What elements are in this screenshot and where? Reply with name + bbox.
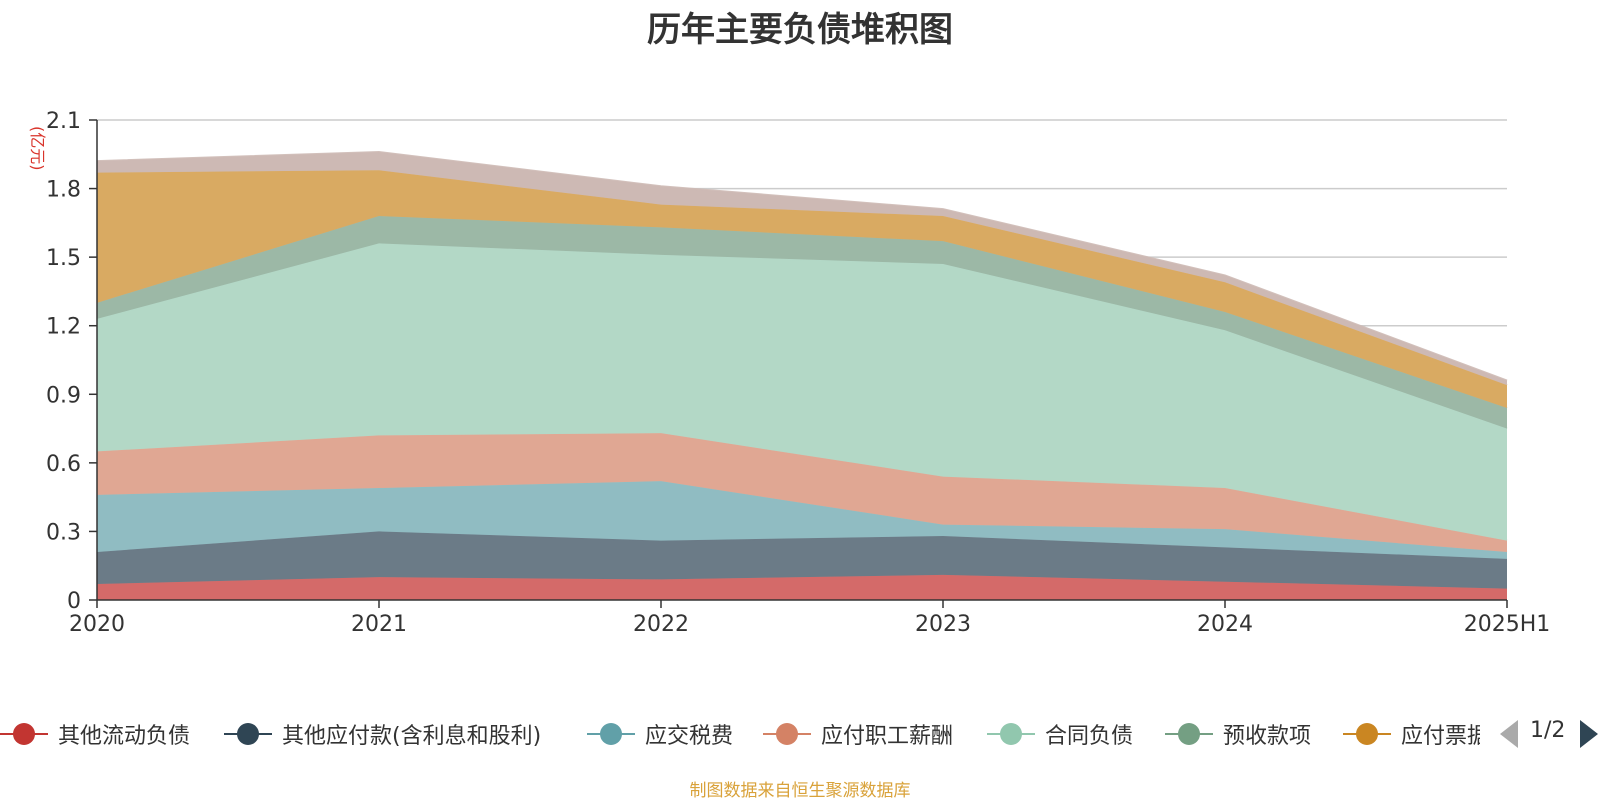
legend-label: 应交税费: [645, 724, 734, 749]
x-tick-label: 2021: [351, 612, 407, 637]
legend-swatch-icon: [587, 720, 635, 748]
legend-swatch-icon: [987, 720, 1035, 748]
legend-label: 预收款项: [1223, 724, 1312, 749]
legend: 其他流动负债 其他应付款(含利息和股利) 应交税费 应付职工薪酬 合同负债 预收款项 应付票…: [0, 716, 1480, 752]
legend-next-page-icon[interactable]: [1580, 720, 1598, 748]
area-series-6: [97, 216, 1507, 429]
chart-title: 历年主要负债堆积图: [647, 10, 953, 50]
legend-page-indicator: 1/2: [1530, 718, 1566, 743]
legend-prev-page-icon[interactable]: [1500, 720, 1518, 748]
chart-plot: 0 0.3 0.6 0.9 1.2 1.5 1.8 2.1 2020 2021 2022 2023 20…: [28, 109, 1551, 637]
legend-swatch-icon: [1343, 720, 1391, 748]
legend-item[interactable]: 应交税费: [587, 716, 733, 752]
legend-label: 应付票据: [1401, 724, 1480, 749]
area-series-7: [97, 170, 1507, 408]
legend-label: 应付职工薪酬: [821, 724, 954, 749]
x-tick-label: 2024: [1197, 612, 1253, 637]
area-series-3: [97, 481, 1507, 559]
y-tick-label: 1.2: [46, 315, 81, 340]
y-tick-label: 0.3: [46, 520, 81, 545]
x-tick-label: 2025H1: [1464, 612, 1551, 637]
y-tick-label: 1.8: [46, 178, 81, 203]
area-series-5: [97, 243, 1507, 541]
y-tick-label: 0.9: [46, 383, 81, 408]
legend-item[interactable]: 应付职工薪酬: [763, 716, 953, 752]
x-tick-label: 2023: [915, 612, 971, 637]
source-note: 制图数据来自恒生聚源数据库: [689, 781, 911, 801]
legend-item[interactable]: 其他流动负债: [0, 716, 190, 752]
y-axis-label: (亿元): [28, 126, 47, 171]
y-tick-label: 1.5: [46, 246, 81, 271]
legend-label: 其他流动负债: [58, 724, 191, 749]
legend-swatch-icon: [0, 720, 48, 748]
legend-swatch-icon: [763, 720, 811, 748]
area-series-4: [97, 433, 1507, 552]
x-tick-label: 2022: [633, 612, 689, 637]
y-tick-label: 0.6: [46, 452, 81, 477]
legend-label: 其他应付款(含利息和股利): [282, 724, 542, 749]
legend-swatch-icon: [1165, 720, 1213, 748]
legend-item[interactable]: 合同负债: [987, 716, 1133, 752]
legend-swatch-icon: [224, 720, 272, 748]
area-series-8-edge: [96, 150, 1508, 382]
area-series-2: [97, 531, 1507, 589]
y-tick-label: 2.1: [46, 109, 81, 134]
area-series-1: [97, 574, 1507, 600]
y-tick-label: 0: [67, 589, 81, 614]
x-tick-label: 2020: [69, 612, 125, 637]
legend-item[interactable]: 应付票据: [1343, 716, 1480, 752]
legend-item[interactable]: 其他应付款(含利息和股利): [224, 716, 541, 752]
legend-item[interactable]: 预收款项: [1165, 716, 1311, 752]
legend-pager: 1/2: [1500, 716, 1600, 752]
legend-label: 合同负债: [1045, 724, 1134, 749]
